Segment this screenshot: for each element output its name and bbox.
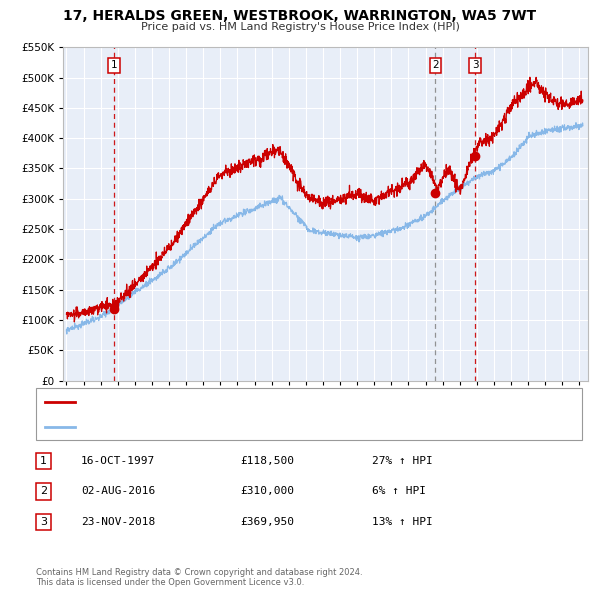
Text: 1: 1 bbox=[111, 60, 118, 70]
Text: 17, HERALDS GREEN, WESTBROOK, WARRINGTON, WA5 7WT: 17, HERALDS GREEN, WESTBROOK, WARRINGTON… bbox=[64, 9, 536, 23]
Text: 3: 3 bbox=[40, 517, 47, 527]
Text: 6% ↑ HPI: 6% ↑ HPI bbox=[372, 487, 426, 496]
Text: 13% ↑ HPI: 13% ↑ HPI bbox=[372, 517, 433, 527]
Text: 17, HERALDS GREEN, WESTBROOK, WARRINGTON, WA5 7WT (detached house): 17, HERALDS GREEN, WESTBROOK, WARRINGTON… bbox=[80, 397, 467, 407]
Text: 2: 2 bbox=[432, 60, 439, 70]
Text: Contains HM Land Registry data © Crown copyright and database right 2024.
This d: Contains HM Land Registry data © Crown c… bbox=[36, 568, 362, 587]
Text: 1: 1 bbox=[40, 456, 47, 466]
Text: Price paid vs. HM Land Registry's House Price Index (HPI): Price paid vs. HM Land Registry's House … bbox=[140, 22, 460, 32]
Text: 23-NOV-2018: 23-NOV-2018 bbox=[81, 517, 155, 527]
Text: 3: 3 bbox=[472, 60, 478, 70]
Text: 27% ↑ HPI: 27% ↑ HPI bbox=[372, 456, 433, 466]
Text: £118,500: £118,500 bbox=[240, 456, 294, 466]
Text: 02-AUG-2016: 02-AUG-2016 bbox=[81, 487, 155, 496]
Text: £369,950: £369,950 bbox=[240, 517, 294, 527]
Text: 16-OCT-1997: 16-OCT-1997 bbox=[81, 456, 155, 466]
Text: £310,000: £310,000 bbox=[240, 487, 294, 496]
Text: HPI: Average price, detached house, Warrington: HPI: Average price, detached house, Warr… bbox=[80, 422, 314, 431]
Text: 2: 2 bbox=[40, 487, 47, 496]
